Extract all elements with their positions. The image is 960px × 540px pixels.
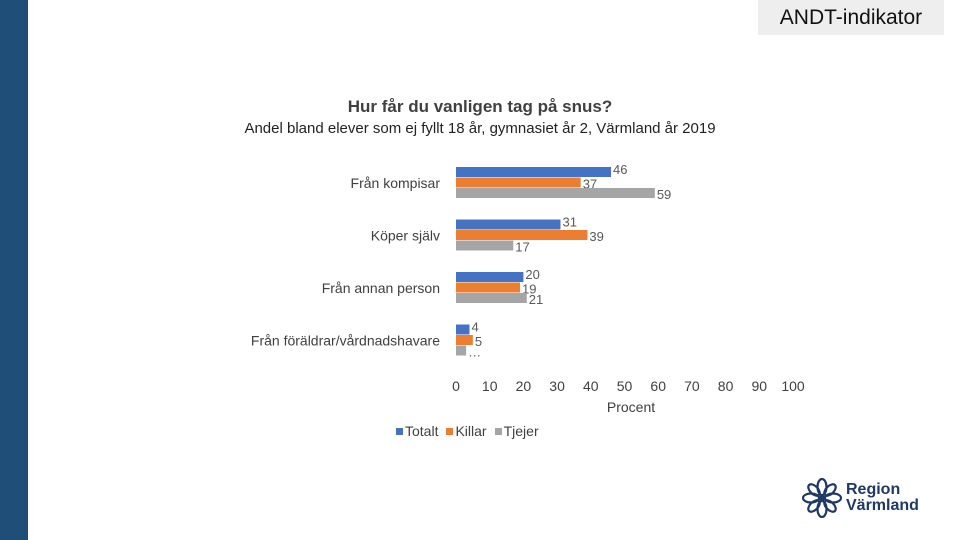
legend-item-totalt: Totalt (396, 423, 438, 439)
x-tick-label-60: 60 (650, 378, 666, 394)
category-label-fran-kompisar: Från kompisar (351, 175, 441, 191)
x-tick-label-80: 80 (718, 378, 734, 394)
flower-logo-icon (802, 478, 842, 518)
data-label-killar-fran-foraldrar-vardnadshavare: 5 (475, 334, 482, 349)
x-tick-label-0: 0 (452, 378, 460, 394)
x-tick-label-40: 40 (583, 378, 599, 394)
data-label-tjejer-fran-annan-person: 21 (529, 292, 543, 307)
x-tick-label-100: 100 (781, 378, 805, 394)
category-label-fran-annan-person: Från annan person (322, 280, 440, 296)
category-label-fran-foraldrar-vardnadshavare: Från föräldrar/vårdnadshavare (251, 332, 440, 348)
left-accent-band (0, 0, 28, 540)
x-tick-label-20: 20 (516, 378, 532, 394)
x-tick-label-50: 50 (617, 378, 633, 394)
bar-killar-fran-foraldrar-vardnadshavare (456, 335, 473, 345)
data-label-tjejer-fran-foraldrar-vardnadshavare: … (468, 345, 481, 360)
legend-item-killar: Killar (446, 423, 487, 439)
legend-item-tjejer: Tjejer (494, 423, 539, 439)
data-label-totalt-koper-sjalv: 31 (562, 215, 576, 230)
legend-swatch-killar (446, 427, 454, 435)
bar-killar-fran-kompisar (456, 177, 581, 188)
logo-text-varmland: Värmland (846, 497, 919, 514)
x-tick-label-10: 10 (482, 378, 498, 394)
data-label-killar-fran-kompisar: 37 (583, 177, 597, 192)
bar-tjejer-fran-kompisar (456, 188, 655, 198)
data-label-tjejer-koper-sjalv: 17 (515, 240, 529, 255)
data-label-totalt-fran-foraldrar-vardnadshavare: 4 (471, 320, 478, 335)
bar-totalt-fran-foraldrar-vardnadshavare (456, 324, 470, 335)
data-label-killar-koper-sjalv: 39 (589, 229, 603, 244)
x-tick-label-70: 70 (684, 378, 700, 394)
chart-title: Hur får du vanligen tag på snus? (347, 97, 613, 116)
legend-swatch-totalt (396, 427, 403, 435)
bar-tjejer-fran-annan-person (456, 293, 527, 303)
data-label-tjejer-fran-kompisar: 59 (657, 187, 671, 202)
chart-subtitle: Andel bland elever som ej fyllt 18 år, g… (244, 120, 716, 137)
legend-label-tjejer: Tjejer (503, 423, 539, 439)
bar-killar-koper-sjalv (456, 230, 588, 240)
bar-totalt-fran-kompisar (456, 167, 612, 177)
data-label-totalt-fran-annan-person: 20 (525, 267, 539, 282)
bar-killar-fran-annan-person (456, 282, 521, 293)
indicator-tag: ANDT-indikator (758, 0, 944, 35)
legend-swatch-tjejer (494, 427, 502, 435)
x-tick-label-30: 30 (549, 378, 565, 394)
x-tick-label-90: 90 (752, 378, 768, 394)
bar-totalt-fran-annan-person (456, 272, 524, 282)
category-label-koper-sjalv: Köper själv (371, 227, 440, 243)
chart-legend: Totalt Killar Tjejer (396, 423, 539, 439)
legend-label-killar: Killar (455, 423, 487, 439)
x-axis-title: Procent (607, 399, 655, 415)
bar-totalt-koper-sjalv (456, 219, 561, 230)
data-label-killar-fran-annan-person: 19 (522, 282, 536, 297)
data-label-totalt-fran-kompisar: 46 (613, 162, 627, 177)
bar-tjejer-koper-sjalv (456, 240, 514, 251)
legend-label-totalt: Totalt (405, 423, 439, 439)
bar-tjejer-fran-foraldrar-vardnadshavare (456, 345, 467, 356)
region-varmland-logo: Region Värmland (802, 476, 942, 520)
logo-text-region: Region (846, 481, 901, 498)
